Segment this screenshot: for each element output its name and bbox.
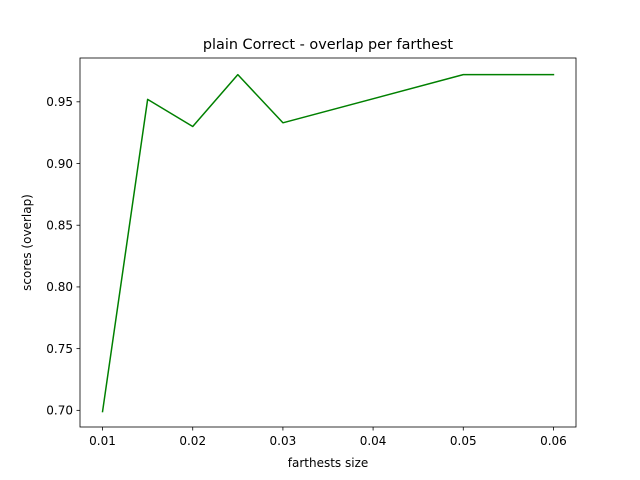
y-tick-label: 0.95 xyxy=(46,95,73,109)
series-line xyxy=(101,73,555,413)
y-axis: 0.70 0.75 0.80 0.85 0.90 0.95 xyxy=(46,95,80,418)
x-tick-label: 0.04 xyxy=(360,434,387,448)
plot-frame xyxy=(79,57,577,428)
y-tick-label: 0.85 xyxy=(46,219,73,233)
x-tick-label: 0.01 xyxy=(89,434,116,448)
x-tick-label: 0.05 xyxy=(450,434,477,448)
chart-title: plain Correct - overlap per farthest xyxy=(203,37,454,53)
y-axis-label: scores (overlap) xyxy=(20,194,34,291)
y-tick-label: 0.90 xyxy=(46,157,73,171)
x-tick-label: 0.02 xyxy=(179,434,206,448)
plot-area xyxy=(79,57,577,428)
x-axis-label: farthests size xyxy=(288,456,369,470)
x-tick-label: 0.06 xyxy=(540,434,567,448)
x-axis: 0.01 0.02 0.03 0.04 0.05 0.06 xyxy=(89,427,567,448)
y-tick-label: 0.70 xyxy=(46,404,73,418)
y-tick-label: 0.80 xyxy=(46,280,73,294)
x-tick-label: 0.03 xyxy=(270,434,297,448)
y-tick-label: 0.75 xyxy=(46,342,73,356)
series-layer xyxy=(101,73,555,413)
